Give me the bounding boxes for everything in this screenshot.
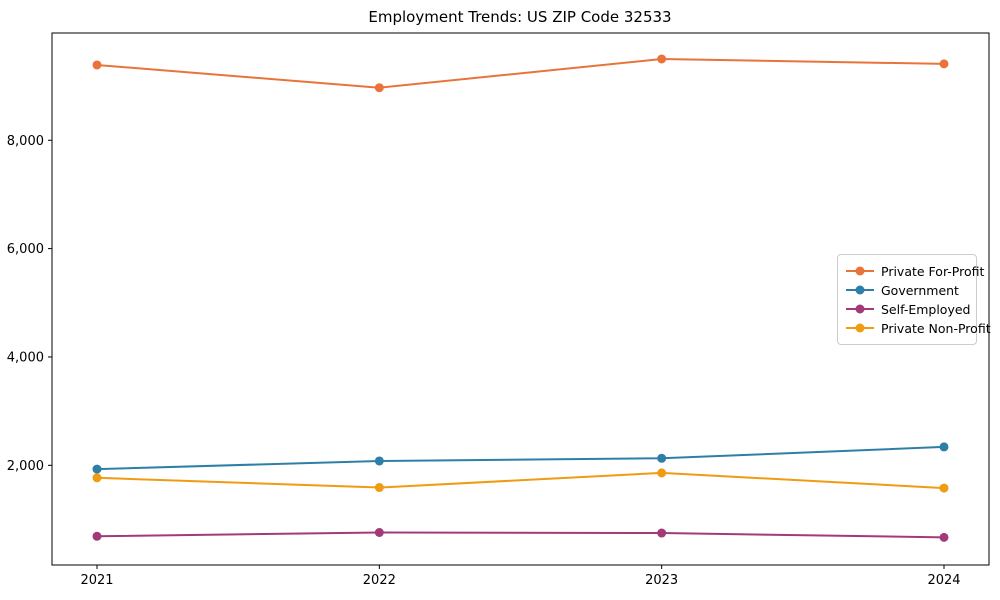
series-line [96,471,945,490]
data-point-marker [657,468,667,478]
legend-marker-dot-icon [855,304,865,314]
data-point-marker [939,442,949,452]
legend-label: Government [881,282,959,298]
plot-border [51,32,990,566]
data-point-marker [92,60,102,70]
series-line [96,58,945,89]
legend-marker-dot-icon [855,285,865,295]
legend-marker-dot-icon [855,323,865,333]
legend-item: Private Non-Profit [846,319,991,337]
legend-label: Private Non-Profit [881,320,991,336]
data-point-marker [92,531,102,541]
legend: Private For-Profit Government Self-Employe… [837,254,991,345]
legend-line-marker-swatch [846,266,874,276]
data-point-marker [374,83,384,93]
legend-line-marker-swatch [846,304,874,314]
legend-label: Private For-Profit [881,263,985,279]
chart-title: Employment Trends: US ZIP Code 32533 [368,8,672,26]
data-point-marker [374,527,384,537]
y-axis-tick-label: 4,000 [7,350,44,365]
legend-item: Self-Employed [846,300,971,318]
x-axis-tick-label: 2021 [80,573,113,588]
legend-marker-dot-icon [855,266,865,276]
data-point-marker [939,532,949,542]
legend-item: Private For-Profit [846,262,984,280]
data-point-marker [92,464,102,474]
data-point-marker [939,59,949,69]
legend-item: Government [846,281,968,299]
x-axis-tick-label: 2023 [645,573,678,588]
legend-label: Self-Employed [881,301,971,317]
data-point-marker [92,473,102,483]
data-point-marker [657,528,667,538]
x-axis-tick-label: 2022 [363,573,396,588]
x-axis-tick-label: 2024 [927,573,960,588]
data-point-marker [374,483,384,493]
legend-line-marker-swatch [846,285,874,295]
data-point-marker [374,456,384,466]
series-line [96,445,945,471]
y-axis-tick-label: 2,000 [7,459,44,474]
data-point-marker [657,453,667,463]
series-line [96,531,945,539]
y-axis-tick-label: 6,000 [7,242,44,257]
data-point-marker [939,483,949,493]
data-point-marker [657,54,667,64]
y-axis-tick-label: 8,000 [7,134,44,149]
legend-line-marker-swatch [846,323,874,333]
